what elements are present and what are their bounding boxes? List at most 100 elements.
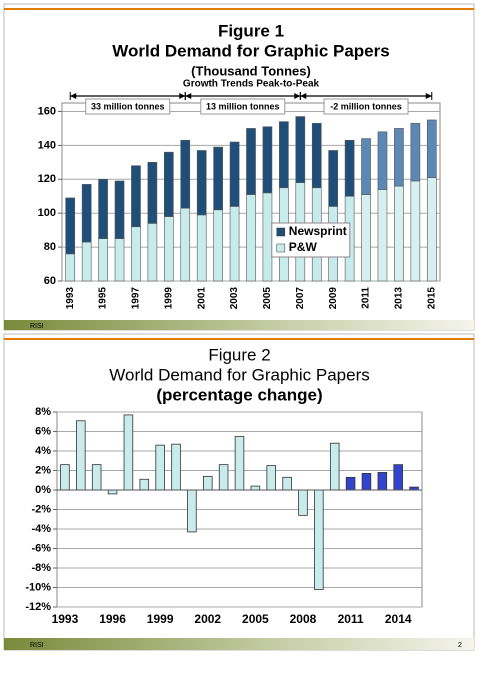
footer-logo: RISI [30, 642, 44, 649]
bar-segment [344, 139, 355, 197]
bar-segment [229, 206, 240, 282]
x-tick-label: 2001 [196, 287, 207, 310]
bar-segment [246, 194, 256, 282]
bar-segment [426, 119, 437, 178]
x-tick-label: 1993 [52, 612, 79, 626]
bar-segment [410, 180, 421, 282]
annotation-label: 33 million tonnes [91, 101, 165, 111]
bar-segment [147, 162, 158, 224]
x-tick-label: 2015 [426, 287, 437, 310]
x-tick-label: 1995 [98, 287, 109, 310]
legend-swatch [276, 227, 286, 237]
y-tick-label: 6% [35, 425, 51, 437]
bar-segment [196, 214, 207, 282]
bar-segment [164, 216, 174, 282]
x-tick-label: 2014 [385, 612, 412, 626]
x-tick-label: 2007 [295, 287, 306, 310]
bar-segment [180, 139, 191, 209]
bar-segment [262, 126, 273, 194]
x-tick-label: 2011 [338, 612, 364, 626]
x-tick-label: 2005 [262, 287, 273, 310]
bar-segment [295, 116, 306, 183]
y-tick-label: 4% [35, 445, 51, 457]
page-number: 2 [458, 642, 462, 649]
bar-segment [180, 207, 191, 282]
y-tick-label: 8% [35, 406, 51, 418]
annotation-title: Growth Trends Peak-to-Peak [183, 79, 320, 90]
y-tick-label: -10% [25, 581, 51, 593]
y-tick-label: 100 [38, 207, 56, 219]
x-tick-label: 1999 [163, 287, 174, 310]
bar-segment [81, 241, 92, 282]
bar [218, 464, 229, 491]
bar-segment [164, 151, 174, 217]
bar-segment [377, 189, 388, 282]
bar [155, 444, 165, 491]
footer-band [4, 320, 474, 330]
x-tick-label: 2009 [328, 287, 339, 310]
annotation-label: -2 million tonnes [330, 101, 402, 111]
bar-segment [81, 184, 92, 243]
y-tick-label: 0% [35, 484, 51, 496]
bar-segment [328, 150, 338, 207]
annotation-box [200, 98, 286, 115]
chart-subtitle: World Demand for Graphic Papers [112, 41, 389, 60]
y-tick-label: -6% [31, 542, 51, 554]
x-tick-label: 1999 [147, 612, 174, 626]
footer-logo: RISI [30, 323, 44, 330]
y-tick-label: -2% [31, 503, 51, 515]
bar [123, 414, 134, 491]
bar-segment [246, 128, 256, 195]
x-tick-label: 2005 [242, 612, 269, 626]
legend-label: Newsprint [289, 224, 347, 238]
x-tick-label: 2011 [361, 287, 372, 309]
chart-note: (percentage change) [156, 385, 322, 404]
y-tick-label: -12% [25, 601, 51, 613]
chart-note: (Thousand Tonnes) [191, 63, 311, 78]
y-tick-label: 80 [44, 241, 56, 253]
bar-segment [114, 238, 125, 282]
bar-segment [213, 209, 223, 282]
bar-segment [98, 178, 108, 239]
bar [202, 475, 213, 491]
bar [314, 489, 324, 590]
bar-segment [196, 150, 207, 216]
bar [139, 478, 150, 491]
x-tick-label: 2002 [194, 612, 221, 626]
bar-segment [131, 165, 141, 228]
annotation-box [85, 98, 171, 115]
bar-segment [394, 128, 404, 187]
y-tick-label: 120 [38, 173, 56, 185]
bar [171, 443, 181, 491]
bar-segment [213, 146, 223, 211]
y-tick-label: 140 [38, 139, 56, 151]
bar [377, 472, 388, 491]
bar [187, 489, 197, 533]
bar-segment [65, 253, 76, 282]
x-tick-label: 2013 [394, 287, 405, 310]
bar [361, 473, 372, 491]
bar [345, 476, 356, 491]
annotation-label: 13 million tonnes [206, 101, 280, 111]
y-tick-label: 160 [38, 105, 56, 117]
chart-title: Figure 2 [208, 345, 270, 364]
bar [91, 464, 102, 491]
x-tick-label: 1993 [65, 287, 76, 310]
bar-segment [279, 121, 289, 189]
bar-segment [114, 180, 125, 239]
bar-segment [229, 141, 240, 207]
legend-label: P&W [289, 240, 318, 254]
bar [60, 464, 70, 491]
bar-segment [131, 226, 141, 282]
bar-segment [262, 192, 273, 282]
x-tick-label: 2003 [229, 287, 240, 310]
y-tick-label: 2% [35, 464, 51, 476]
chart-title: Figure 1 [218, 21, 284, 40]
x-tick-label: 2008 [290, 612, 317, 626]
bar [107, 489, 118, 495]
x-tick-label: 1997 [131, 287, 142, 310]
bar [234, 435, 245, 491]
bar-segment [361, 138, 371, 195]
bar-segment [147, 223, 158, 282]
bar-segment [361, 194, 371, 282]
